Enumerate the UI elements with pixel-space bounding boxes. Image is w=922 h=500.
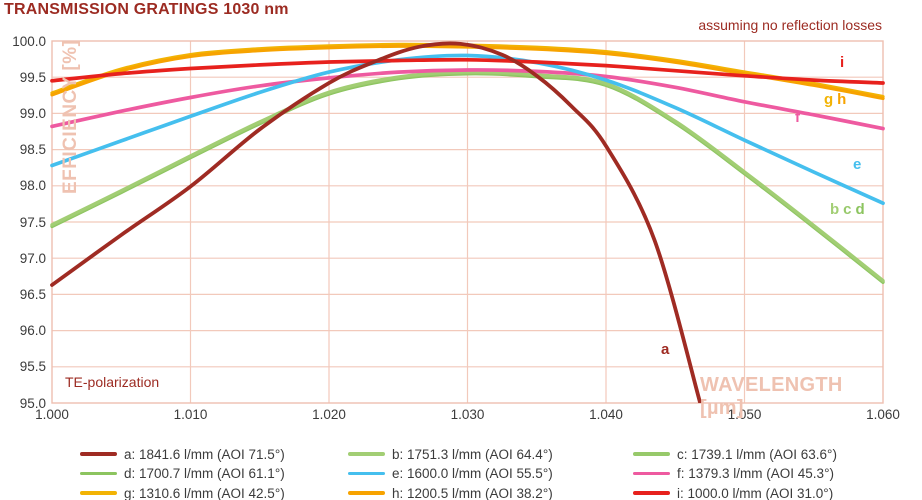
y-tick-label: 96.0 xyxy=(19,323,46,339)
curve-b xyxy=(50,70,885,283)
curve-e xyxy=(50,53,885,206)
legend-item-e: e: 1600.0 l/mm (AOI 55.5°) xyxy=(348,466,633,482)
legend-item-c: c: 1739.1 l/mm (AOI 63.6°) xyxy=(633,446,910,462)
page-title: TRANSMISSION GRATINGS 1030 nm xyxy=(4,1,289,18)
legend-label-d: d: 1700.7 l/mm (AOI 61.1°) xyxy=(124,466,285,481)
x-tick-label: 1.030 xyxy=(450,407,485,422)
legend-swatch-f xyxy=(633,471,670,476)
legend-item-b: b: 1751.3 l/mm (AOI 64.4°) xyxy=(348,446,633,462)
curve-label-f: f xyxy=(795,109,800,126)
curve-a xyxy=(50,41,703,403)
curve-label: e xyxy=(853,156,865,173)
legend-label-h: h: 1200.5 l/mm (AOI 38.2°) xyxy=(392,485,553,500)
curve-label: a xyxy=(661,341,673,358)
grid xyxy=(52,41,883,403)
y-tick-label: 100.0 xyxy=(12,33,46,49)
legend-item-i: i: 1000.0 l/mm (AOI 31.0°) xyxy=(633,485,910,500)
x-tick-label: 1.040 xyxy=(589,407,623,422)
curve-label: i xyxy=(840,54,848,71)
legend-swatch-g xyxy=(80,491,117,495)
y-tick-label: 95.0 xyxy=(19,395,46,411)
curve-label-e: e xyxy=(853,156,862,173)
legend-item-d: d: 1700.7 l/mm (AOI 61.1°) xyxy=(80,466,348,482)
y-tick-label: 97.0 xyxy=(19,250,46,266)
legend-label-e: e: 1600.0 l/mm (AOI 55.5°) xyxy=(392,466,553,481)
x-tick-label: 1.000 xyxy=(35,407,69,422)
plot-border xyxy=(51,40,884,404)
curve-label-d: d xyxy=(855,201,865,218)
legend-label-g: g: 1310.6 l/mm (AOI 42.5°) xyxy=(124,485,285,500)
legend-item-f: f: 1379.3 l/mm (AOI 45.3°) xyxy=(633,466,910,482)
legend-swatch-b xyxy=(348,452,385,456)
y-tick-label: 97.5 xyxy=(19,214,46,230)
legend-swatch-i xyxy=(633,491,670,495)
legend-swatch-h xyxy=(348,491,385,495)
curve-h xyxy=(50,44,885,101)
legend: a: 1841.6 l/mm (AOI 71.5°) b: 1751.3 l/mm… xyxy=(80,446,910,500)
curve-label-g: g xyxy=(824,91,834,108)
legend-label-c: c: 1739.1 l/mm (AOI 63.6°) xyxy=(677,446,837,462)
y-tick-label: 98.0 xyxy=(19,178,46,194)
y-tick-label: 95.5 xyxy=(19,359,46,375)
legend-item-h: h: 1200.5 l/mm (AOI 38.2°) xyxy=(348,485,633,500)
legend-label-f: f: 1379.3 l/mm (AOI 45.3°) xyxy=(677,466,834,481)
curve-f xyxy=(50,68,885,131)
polarization-label: TE-polarization xyxy=(65,374,160,390)
curve-label-a: a xyxy=(661,341,670,358)
y-tick-label: 98.5 xyxy=(19,142,46,158)
curve-label-i: i xyxy=(840,54,845,71)
x-tick-label: 1.060 xyxy=(866,407,900,422)
x-tick-label: 1.020 xyxy=(312,407,346,422)
y-tick-label: 96.5 xyxy=(19,286,46,302)
legend-label-a: a: 1841.6 l/mm (AOI 71.5°) xyxy=(124,446,285,462)
curve-label-b: b xyxy=(830,201,840,218)
legend-swatch-c xyxy=(633,452,670,456)
curves xyxy=(50,41,885,403)
y-axis-title: EFFICIENCY [%] xyxy=(60,39,81,194)
curve-label-c: c xyxy=(843,201,852,218)
chart-note: assuming no reflection losses xyxy=(698,17,882,33)
curve-label-h: h xyxy=(837,91,847,108)
curve-label: f xyxy=(795,109,804,126)
legend-item-a: a: 1841.6 l/mm (AOI 71.5°) xyxy=(80,446,348,462)
legend-swatch-e xyxy=(348,471,385,476)
legend-swatch-d xyxy=(80,471,117,476)
y-tick-label: 99.0 xyxy=(19,105,46,121)
legend-item-g: g: 1310.6 l/mm (AOI 42.5°) xyxy=(80,485,348,500)
legend-swatch-a xyxy=(80,452,117,456)
x-tick-label: 1.010 xyxy=(173,407,208,422)
x-axis-title: WAVELENGTH [µm] xyxy=(700,374,843,419)
x-tick-label: 1.050 xyxy=(727,407,762,422)
legend-label-i: i: 1000.0 l/mm (AOI 31.0°) xyxy=(677,485,834,500)
legend-label-b: b: 1751.3 l/mm (AOI 64.4°) xyxy=(392,446,553,462)
curve-i xyxy=(50,57,885,85)
y-tick-label: 99.5 xyxy=(19,69,46,85)
chart-canvas xyxy=(50,40,885,404)
